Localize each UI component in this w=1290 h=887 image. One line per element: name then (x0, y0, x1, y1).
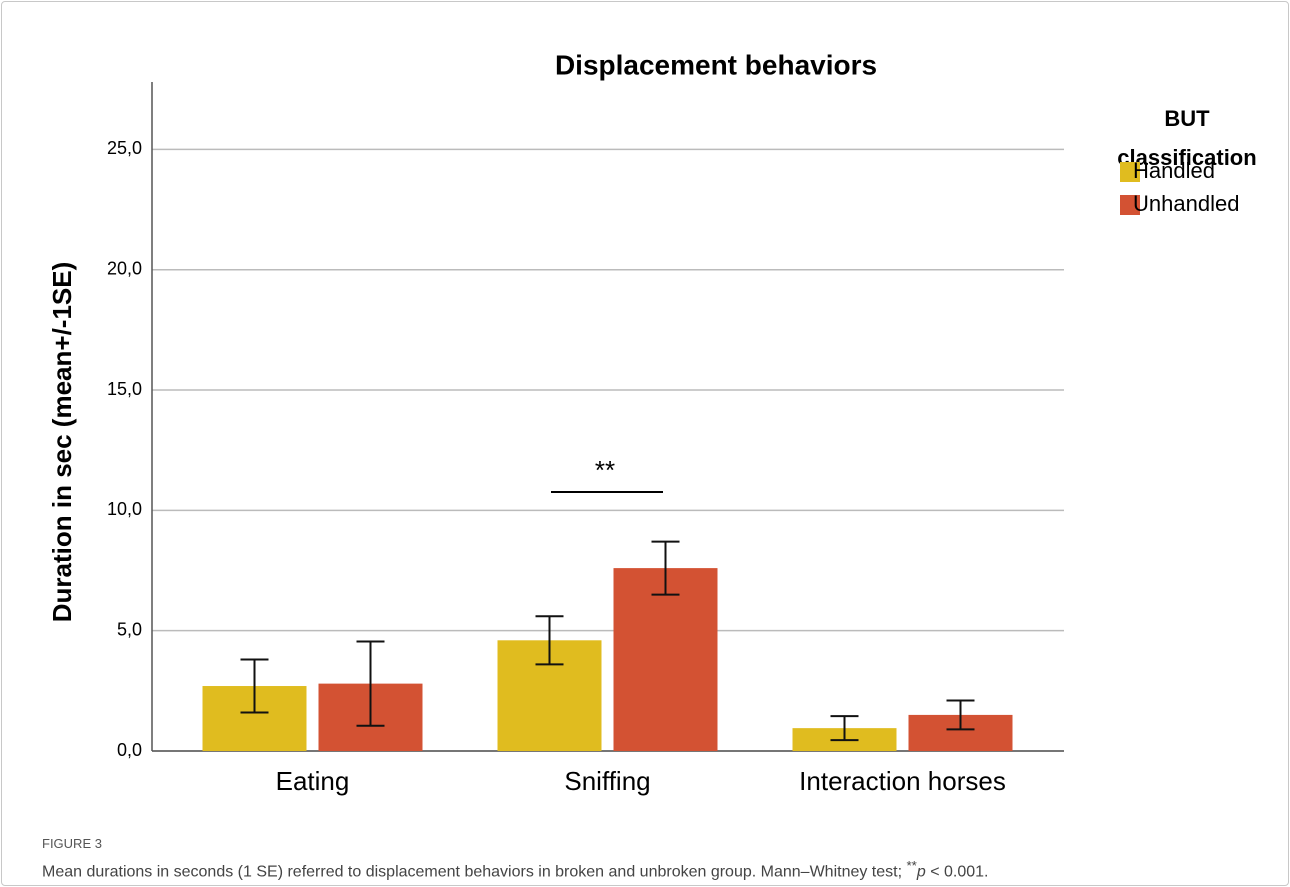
bar (613, 568, 718, 751)
error-bar (535, 615, 564, 666)
caption-p: p (916, 863, 926, 881)
y-tick-label: 20,0 (107, 258, 142, 278)
caption-text: Mean durations in seconds (1 SE) referre… (42, 863, 907, 881)
chart-title: Displacement behaviors (555, 49, 877, 80)
legend-swatch (1120, 195, 1140, 215)
error-bar (651, 540, 680, 596)
x-tick-label: Sniffing (564, 766, 650, 796)
y-axis-label: Duration in sec (mean+/-1SE) (47, 262, 77, 622)
error-bar (240, 658, 269, 714)
legend-swatch (1120, 162, 1140, 182)
legend-label: Unhandled (1133, 191, 1239, 216)
legend-title: classification (1117, 145, 1256, 170)
error-bar (356, 640, 385, 727)
figure-label: FIGURE 3 (42, 836, 102, 851)
error-bar (830, 715, 859, 742)
x-tick-label: Eating (276, 766, 350, 796)
caption-sup: ** (906, 858, 917, 873)
chart: Displacement behaviors Duration in sec (… (47, 49, 1257, 796)
legend-label: Handled (1133, 158, 1215, 183)
annotation: ** (595, 455, 615, 485)
x-tick-label: Interaction horses (799, 766, 1006, 796)
y-tick-label: 25,0 (107, 138, 142, 158)
caption-end: < 0.001. (925, 863, 989, 881)
y-tick-label: 10,0 (107, 499, 142, 519)
error-bar (946, 699, 975, 731)
y-tick-label: 5,0 (117, 619, 142, 639)
y-tick-label: 15,0 (107, 379, 142, 399)
caption: Mean durations in seconds (1 SE) referre… (42, 858, 988, 881)
legend-title: BUT (1164, 106, 1210, 131)
y-tick-label: 0,0 (117, 740, 142, 760)
